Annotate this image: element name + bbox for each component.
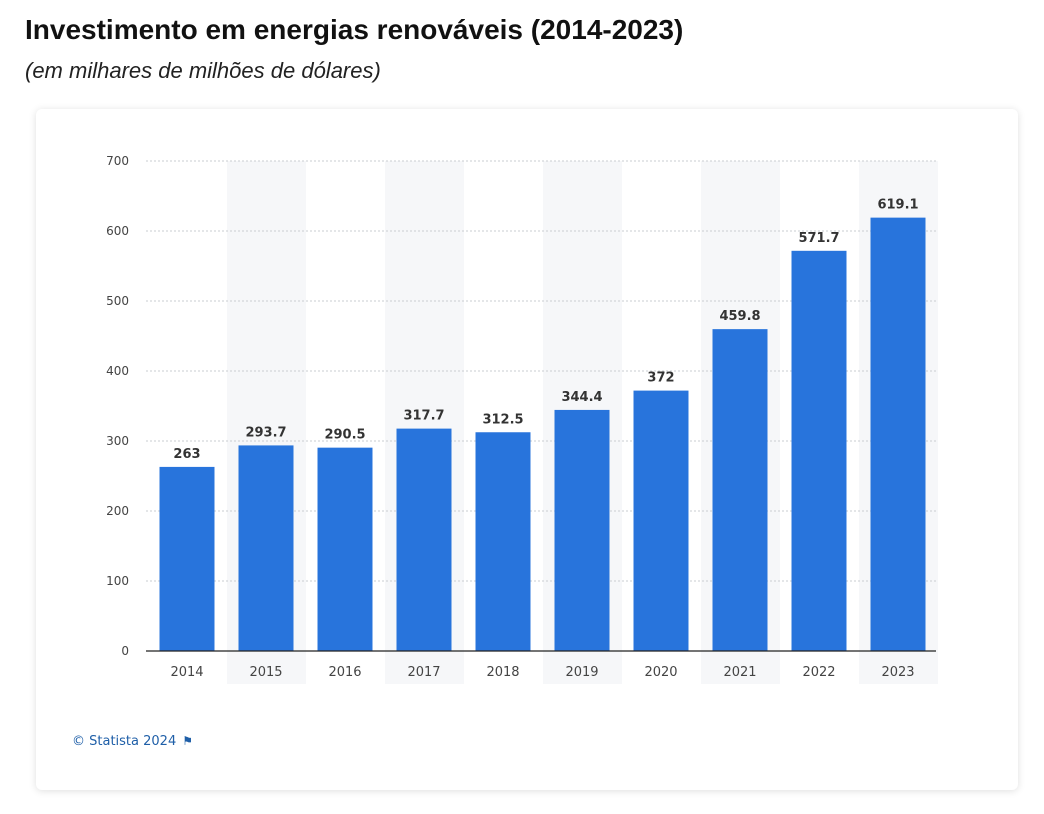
y-tick-label: 400 [106,364,129,378]
x-tick-label: 2023 [881,665,914,680]
x-tick-label: 2020 [644,665,677,680]
x-tick-label: 2016 [328,665,361,680]
x-tick-label: 2017 [407,665,440,680]
bar [396,428,452,651]
x-tick-label: 2015 [249,665,282,680]
flag-icon[interactable]: ⚑ [182,734,193,748]
bar [317,447,373,651]
statista-credit-link[interactable]: © Statista 2024 ⚑ [72,734,193,749]
x-tick-label: 2014 [170,665,203,680]
x-tick-label: 2021 [723,665,756,680]
data-label: 571.7 [798,231,839,246]
data-label: 263 [173,447,200,462]
chart-title: Investimento em energias renováveis (201… [25,14,684,45]
data-label: 312.5 [482,412,523,427]
chart-subtitle: (em milhares de milhões de dólares) [25,58,381,83]
y-tick-label: 600 [106,224,129,238]
data-label: 344.4 [561,390,602,405]
data-label: 459.8 [719,309,760,324]
y-tick-label: 100 [106,574,129,588]
bar [238,445,294,651]
data-label: 290.5 [324,428,365,443]
y-tick-label: 200 [106,504,129,518]
y-tick-label: 300 [106,434,129,448]
bar [554,409,610,651]
y-tick-label: 0 [121,644,129,658]
bar [870,217,926,651]
x-tick-label: 2018 [486,665,519,680]
bar [633,390,689,651]
data-label: 317.7 [403,409,444,424]
x-tick-label: 2022 [802,665,835,680]
y-tick-label: 500 [106,294,129,308]
y-tick-label: 700 [106,154,129,168]
bar [791,250,847,651]
credit-text: © Statista 2024 [72,734,177,749]
data-label: 372 [647,371,674,386]
bar [712,329,768,651]
x-tick-label: 2019 [565,665,598,680]
data-label: 619.1 [877,198,918,213]
data-label: 293.7 [245,425,286,440]
bar [475,432,531,651]
bar [159,466,215,651]
